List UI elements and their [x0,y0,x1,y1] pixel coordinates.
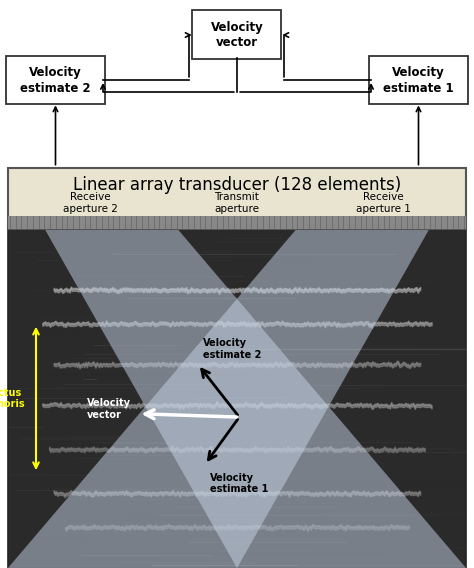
Polygon shape [8,229,429,568]
Text: Velocity
vector: Velocity vector [87,398,130,420]
Text: Velocity
estimate 1: Velocity estimate 1 [383,65,454,94]
Text: Velocity
estimate 2: Velocity estimate 2 [20,65,91,94]
Polygon shape [45,229,466,568]
Text: Receive
aperture 2: Receive aperture 2 [63,193,118,214]
Text: Transmit
aperture: Transmit aperture [215,193,259,214]
Text: Rectus
femoris: Rectus femoris [0,387,26,410]
FancyBboxPatch shape [369,56,468,105]
Bar [8,216,466,229]
FancyBboxPatch shape [192,10,282,60]
Text: Linear array transducer (128 elements): Linear array transducer (128 elements) [73,176,401,194]
Bar [8,229,466,568]
Bar [8,168,466,229]
Text: Velocity
estimate 2: Velocity estimate 2 [203,338,262,360]
Text: Velocity
vector: Velocity vector [210,20,264,49]
FancyBboxPatch shape [6,56,105,105]
Text: Velocity
estimate 1: Velocity estimate 1 [210,473,268,494]
Text: Receive
aperture 1: Receive aperture 1 [356,193,411,214]
